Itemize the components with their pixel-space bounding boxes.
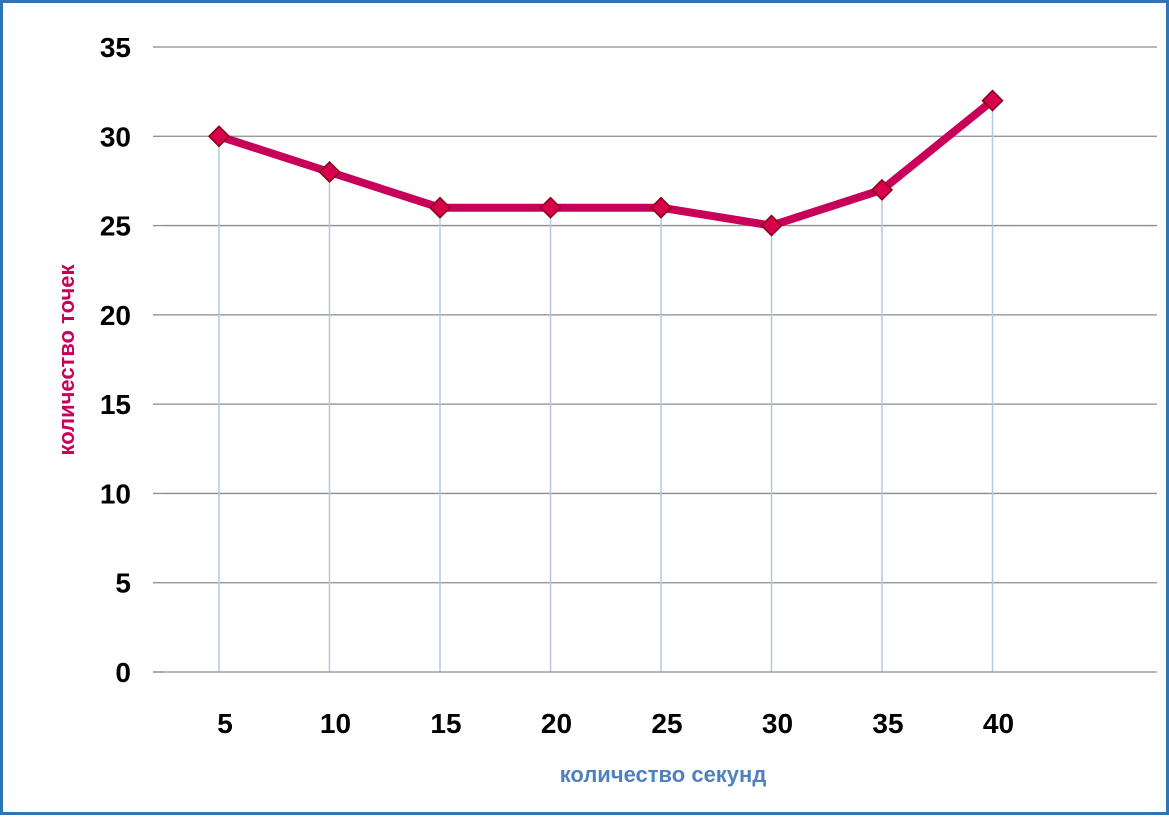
y-tick-label-25: 25 — [100, 211, 131, 242]
y-tick-label-35: 35 — [100, 32, 131, 63]
y-tick-label-10: 10 — [100, 478, 131, 509]
series-line-group — [215, 96, 997, 230]
y-tick-labels: 0 5 10 15 20 25 30 35 — [100, 32, 131, 688]
markers — [207, 89, 1004, 237]
x-tick-label-15: 15 — [430, 708, 461, 739]
x-tick-labels: 5 10 15 20 25 30 35 40 — [217, 708, 1014, 739]
data-point-25 — [649, 196, 673, 219]
data-point-5 — [207, 125, 231, 148]
data-point-40 — [981, 89, 1004, 112]
y-tick-label-30: 30 — [100, 121, 131, 152]
x-tick-label-10: 10 — [320, 708, 351, 739]
series-line — [215, 96, 997, 230]
x-tick-label-30: 30 — [762, 708, 793, 739]
y-tick-label-20: 20 — [100, 300, 131, 331]
x-tick-label-20: 20 — [541, 708, 572, 739]
axes — [153, 46, 1157, 673]
data-point-10 — [318, 160, 341, 184]
data-point-35 — [870, 178, 894, 201]
drop-lines — [218, 100, 994, 672]
data-point-15 — [428, 196, 452, 219]
y-axis-title: количество точек — [54, 264, 79, 456]
data-point-30 — [760, 214, 783, 237]
line-chart: 0 5 10 15 20 25 30 35 5 10 15 20 25 30 35 40 количеств… — [54, 32, 1157, 787]
x-tick-label-40: 40 — [983, 708, 1014, 739]
x-tick-label-5: 5 — [217, 708, 233, 739]
x-axis-title: количество секунд — [560, 762, 767, 787]
y-tick-label-0: 0 — [115, 657, 131, 688]
x-tick-label-25: 25 — [651, 708, 682, 739]
y-tick-label-5: 5 — [115, 568, 131, 599]
y-tick-label-15: 15 — [100, 389, 131, 420]
x-tick-label-35: 35 — [872, 708, 903, 739]
data-point-20 — [539, 196, 562, 219]
